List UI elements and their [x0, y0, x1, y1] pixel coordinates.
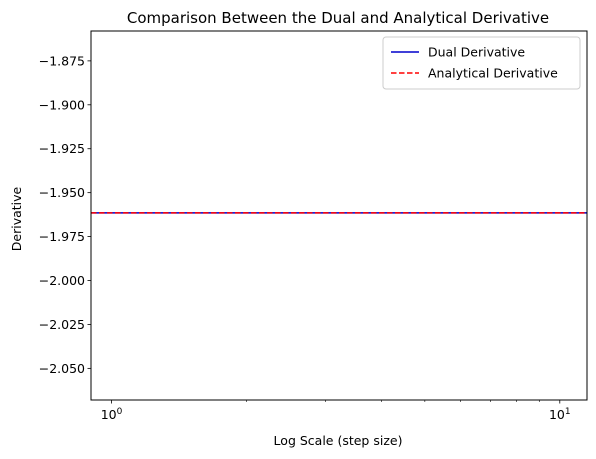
x-tick-label: 100 [101, 407, 123, 422]
y-axis: −1.875 −1.900 −1.925 −1.950 −1.975 −2.000 −2.0… [39, 53, 91, 376]
y-tick-label: −2.025 [39, 317, 85, 332]
plot-area [91, 31, 587, 400]
x-tick-label-base: 10 [101, 407, 117, 422]
legend-label: Dual Derivative [428, 45, 525, 60]
x-axis: 100 101 [101, 400, 571, 422]
y-tick-label: −1.950 [39, 185, 85, 200]
legend: Dual Derivative Analytical Derivative [382, 36, 581, 90]
plot-frame [90, 30, 588, 401]
y-tick-label: −2.050 [39, 361, 85, 376]
y-tick-label: −1.925 [39, 141, 85, 156]
y-tick-label: −1.900 [39, 97, 85, 112]
chart-title: Comparison Between the Dual and Analytic… [127, 9, 549, 27]
legend-box [382, 36, 581, 90]
y-tick-label: −2.000 [39, 273, 85, 288]
y-tick-label: −1.975 [39, 229, 85, 244]
y-tick-label: −1.875 [39, 53, 85, 68]
x-tick-label-exponent: 1 [565, 407, 571, 417]
x-axis-label: Log Scale (step size) [274, 433, 403, 448]
x-tick-label: 101 [549, 407, 571, 422]
x-tick-label-base: 10 [549, 407, 565, 422]
x-tick-label-exponent: 0 [117, 407, 123, 417]
y-axis-label: Derivative [9, 186, 24, 251]
legend-label: Analytical Derivative [428, 66, 558, 81]
